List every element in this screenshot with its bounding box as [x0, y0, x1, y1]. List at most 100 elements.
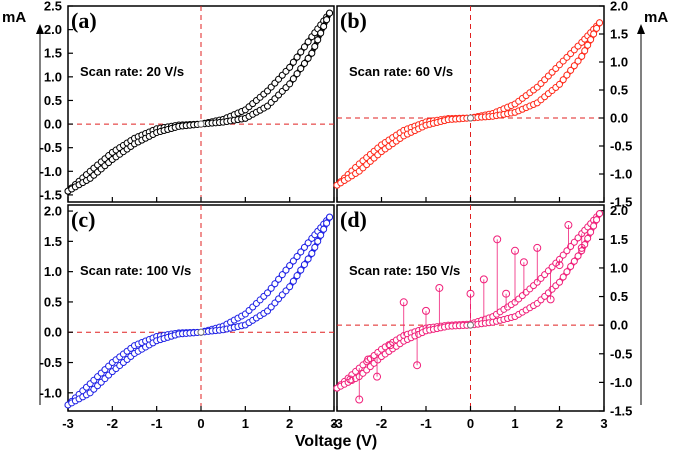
data-point — [311, 43, 319, 51]
noise-spike-point — [373, 372, 382, 381]
data-point — [308, 49, 316, 57]
data-point — [570, 257, 578, 265]
data-point — [584, 234, 592, 242]
data-point — [297, 48, 305, 56]
iv-branch-lower — [334, 20, 602, 188]
x-tick-label: 3 — [330, 416, 337, 431]
y-tick-label: 0.0 — [44, 325, 62, 340]
arrow-head-icon — [36, 24, 44, 34]
data-point — [286, 80, 294, 88]
data-point — [289, 75, 297, 83]
noise-spike-point — [546, 295, 555, 304]
data-point — [289, 58, 297, 66]
y-tick-label: 0.0 — [44, 117, 62, 132]
noise-spike-point — [399, 298, 408, 307]
data-point — [596, 210, 604, 218]
noise-spike-point — [355, 395, 364, 404]
y-tick-label: 1.5 — [44, 46, 62, 61]
y-tick-label: -0.5 — [40, 140, 62, 155]
data-point — [584, 41, 592, 49]
data-point — [567, 263, 575, 271]
y-tick-label: -1.5 — [610, 404, 632, 419]
origin-point — [467, 321, 474, 329]
data-point — [308, 249, 316, 257]
y-tick-label: 2.0 — [44, 204, 62, 219]
data-point — [590, 30, 598, 38]
y-tick-label: -0.5 — [40, 355, 62, 370]
data-point — [596, 19, 604, 27]
panel-label: (a) — [71, 8, 97, 33]
panel-label: (c) — [71, 207, 95, 232]
data-point — [282, 266, 290, 274]
data-point — [278, 271, 286, 279]
data-point — [574, 234, 582, 242]
data-point — [286, 283, 294, 291]
data-point — [304, 239, 312, 247]
y-tick-label: 2.5 — [44, 0, 62, 14]
data-point — [593, 216, 601, 224]
data-point — [317, 231, 325, 239]
noise-spike-point — [466, 289, 475, 298]
noise-spike-point — [502, 289, 511, 298]
y-tick-label: 1.0 — [44, 69, 62, 84]
noise-spike-point — [519, 258, 528, 267]
iv-branch-upper — [334, 20, 602, 188]
y-tick-label: 2.0 — [44, 22, 62, 37]
x-tick-label: -3 — [62, 416, 74, 431]
y-unit-right: mA — [644, 9, 668, 26]
data-point — [300, 43, 308, 51]
data-point — [314, 36, 322, 44]
arrow-head-icon — [637, 24, 645, 34]
panel-frames — [36, 5, 645, 412]
scan-rate-annotation: Scan rate: 60 V/s — [349, 64, 453, 79]
x-tick-label: 1 — [242, 416, 249, 431]
y-tick-label: -1.0 — [610, 375, 632, 390]
data-point — [581, 47, 589, 55]
data-point — [320, 225, 328, 233]
data-point — [311, 243, 319, 251]
origin-point — [467, 114, 474, 122]
data-point — [300, 243, 308, 251]
x-tick-label: -1 — [420, 416, 432, 431]
data-point — [300, 59, 308, 67]
x-tick-label: 2 — [286, 416, 293, 431]
y-tick-label: 0.5 — [44, 294, 62, 309]
data-point — [304, 38, 312, 46]
data-point — [567, 242, 575, 250]
y-tick-label: 2.0 — [610, 0, 628, 14]
data-point — [297, 65, 305, 73]
data-point — [304, 54, 312, 62]
data-point — [293, 70, 301, 78]
data-point — [570, 62, 578, 70]
y-tick-label: 0.0 — [610, 111, 628, 126]
y-tick-label: 1.5 — [610, 232, 628, 247]
noise-spike-point — [422, 306, 430, 315]
data-point — [567, 66, 575, 74]
x-tick-label: 0 — [467, 416, 474, 431]
data-point — [275, 275, 283, 283]
scan-rate-annotation: Scan rate: 150 V/s — [349, 263, 460, 278]
noise-spike-point — [386, 341, 395, 350]
data-point — [289, 257, 297, 265]
data-point — [556, 278, 563, 286]
x-tick-label: -2 — [376, 416, 388, 431]
y-tick-label: 0.5 — [44, 93, 62, 108]
data-point — [297, 248, 305, 256]
data-point — [559, 76, 567, 84]
data-point — [590, 222, 598, 230]
data-point — [323, 16, 331, 24]
panel-label: (b) — [340, 8, 367, 33]
data-point — [574, 252, 582, 260]
data-point — [563, 247, 571, 255]
noise-spike-point — [493, 235, 502, 244]
x-tick-label: 0 — [197, 416, 204, 431]
data-point — [587, 36, 595, 44]
data-point — [293, 272, 301, 280]
x-tick-label: 3 — [600, 416, 607, 431]
data-point — [563, 268, 571, 276]
y-tick-label: 2.0 — [610, 203, 628, 218]
data-marks — [64, 9, 604, 409]
panel-label: (d) — [340, 207, 367, 232]
data-point — [578, 52, 586, 60]
data-point — [314, 237, 322, 245]
